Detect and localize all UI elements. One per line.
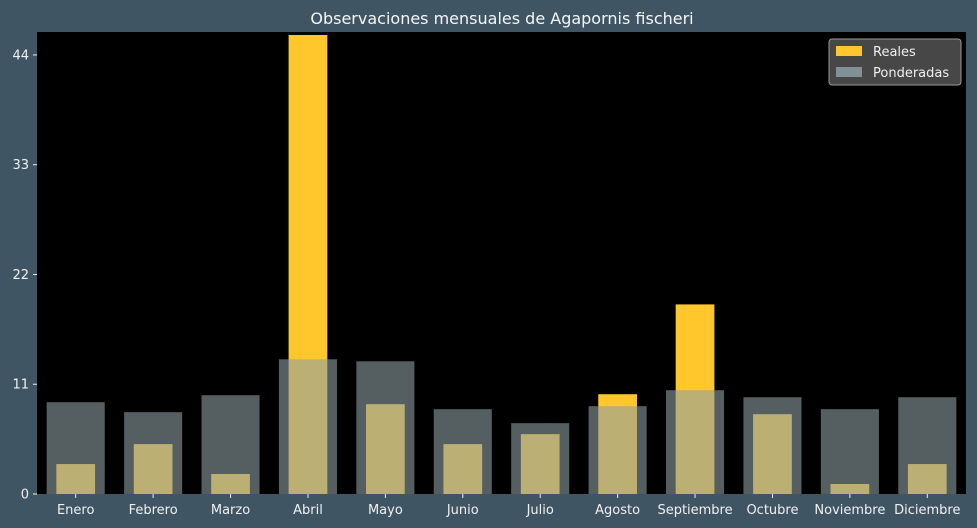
- chart-title: Observaciones mensuales de Agapornis fis…: [310, 9, 693, 28]
- bar-ponderadas-2: [201, 395, 260, 494]
- y-tick-label-2: 22: [12, 268, 29, 283]
- y-tick-label-0: 0: [21, 488, 29, 503]
- x-tick-label-1: Febrero: [129, 503, 178, 518]
- bar-ponderadas-10: [820, 409, 879, 494]
- bar-ponderadas-1: [124, 412, 183, 494]
- x-tick-label-3: Abril: [293, 503, 323, 518]
- bars-group: [46, 34, 957, 494]
- x-tick-label-5: Junio: [446, 503, 479, 518]
- legend-label-ponderadas: Ponderadas: [873, 66, 949, 81]
- x-tick-label-0: Enero: [57, 503, 95, 518]
- legend-swatch-ponderadas: [836, 67, 862, 77]
- legend-swatch-reales: [836, 46, 862, 56]
- x-tick-label-7: Agosto: [595, 503, 640, 518]
- x-tick-label-10: Noviembre: [814, 503, 885, 518]
- x-tick-label-11: Diciembre: [894, 503, 960, 518]
- bar-ponderadas-7: [588, 406, 647, 494]
- x-tick-label-4: Mayo: [368, 503, 403, 518]
- bar-ponderadas-9: [743, 397, 802, 494]
- plot-area: [37, 32, 966, 494]
- x-axis: Enero Febrero Marzo Abril Mayo Junio Julio Agos…: [57, 494, 960, 518]
- x-tick-label-9: Octubre: [746, 503, 798, 518]
- y-tick-label-1: 11: [12, 378, 29, 393]
- bar-ponderadas-6: [511, 423, 570, 494]
- x-tick-label-6: Julio: [526, 503, 554, 518]
- legend-label-reales: Reales: [873, 45, 916, 60]
- y-tick-label-4: 44: [12, 48, 29, 63]
- bar-ponderadas-8: [666, 390, 725, 494]
- bar-ponderadas-4: [356, 361, 415, 494]
- bar-ponderadas-11: [898, 397, 957, 494]
- bar-ponderadas-5: [433, 409, 492, 494]
- y-tick-label-3: 33: [12, 158, 29, 173]
- y-axis: 0 11 22 33 44: [12, 48, 37, 503]
- x-tick-label-2: Marzo: [211, 503, 250, 518]
- legend: Reales Ponderadas: [828, 38, 962, 86]
- bar-ponderadas-3: [278, 359, 337, 494]
- x-tick-label-8: Septiembre: [657, 503, 732, 518]
- bar-ponderadas-0: [46, 402, 105, 494]
